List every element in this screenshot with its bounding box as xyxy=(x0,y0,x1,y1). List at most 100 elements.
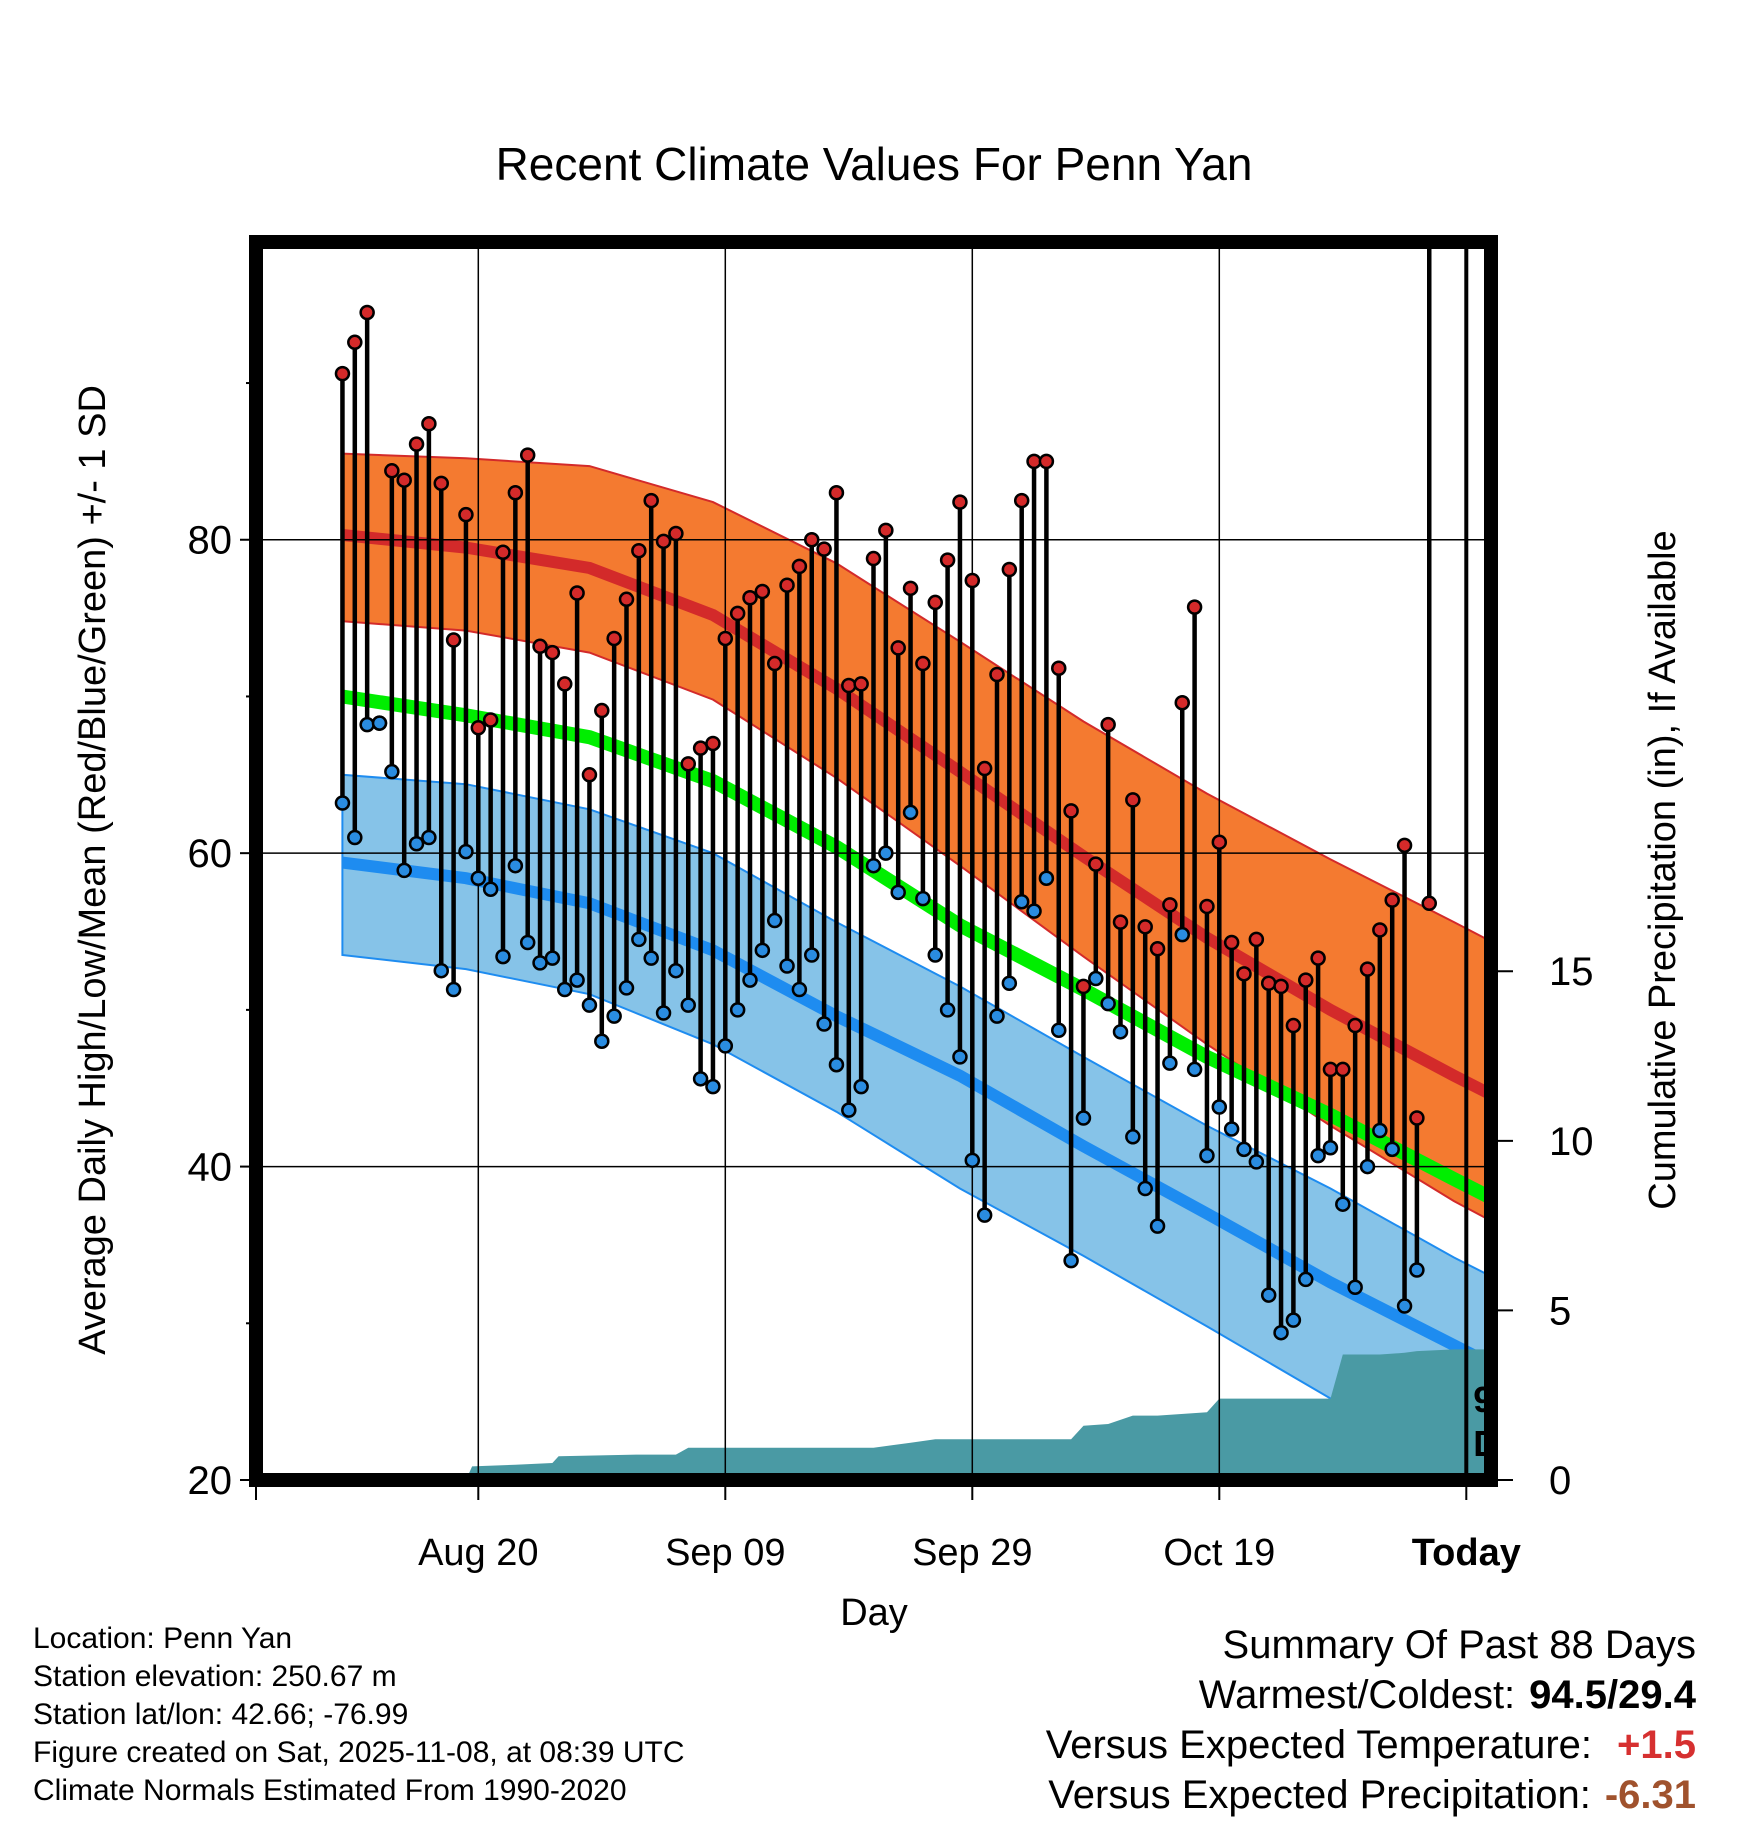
high-point xyxy=(1396,837,1413,854)
high-point xyxy=(1273,978,1289,995)
elevation-text: Station elevation: 250.67 m xyxy=(33,1660,397,1693)
summary-heading: Summary Of Past 88 Days xyxy=(1222,1623,1696,1667)
low-point xyxy=(729,1002,746,1018)
y-tick-label: 20 xyxy=(188,1459,233,1503)
low-point xyxy=(1125,1129,1141,1145)
low-point xyxy=(1285,1312,1302,1328)
high-point xyxy=(754,583,771,600)
precip-row: Versus Expected Precipitation: -6.31 xyxy=(1046,1770,1696,1820)
y-tick-label: 80 xyxy=(188,519,233,563)
high-point xyxy=(1421,895,1437,912)
low-point xyxy=(445,981,462,998)
high-point xyxy=(1125,792,1141,808)
high-point xyxy=(779,577,795,593)
low-point xyxy=(680,997,696,1013)
x-tick-label: Oct 19 xyxy=(1163,1532,1275,1574)
low-point xyxy=(1248,1154,1265,1170)
high-point xyxy=(569,585,585,601)
high-point xyxy=(594,702,610,719)
x-tick-label: Sep 29 xyxy=(912,1532,1032,1574)
low-point xyxy=(766,912,783,929)
low-point xyxy=(853,1078,869,1095)
high-point xyxy=(766,655,783,672)
high-point xyxy=(915,655,931,672)
y2-tick-label: 0 xyxy=(1549,1459,1571,1503)
low-point xyxy=(1310,1147,1326,1164)
high-point xyxy=(557,676,573,692)
high-point xyxy=(347,334,363,351)
low-point xyxy=(495,948,511,965)
low-point xyxy=(742,972,758,988)
high-point xyxy=(1174,694,1190,711)
y2-tick-label: 5 xyxy=(1549,1289,1571,1333)
high-point xyxy=(606,630,622,647)
low-point xyxy=(334,795,351,811)
low-point xyxy=(1063,1252,1079,1269)
high-point xyxy=(643,492,659,509)
high-point xyxy=(742,589,758,606)
high-point xyxy=(1347,1017,1363,1034)
high-point xyxy=(865,550,882,567)
low-point xyxy=(1396,1298,1413,1314)
low-point xyxy=(964,1152,981,1169)
low-point xyxy=(1335,1196,1351,1212)
low-point xyxy=(631,931,647,948)
high-point xyxy=(804,531,820,548)
low-point xyxy=(594,1033,610,1049)
low-point xyxy=(1384,1141,1400,1158)
window-label-2: Days xyxy=(1473,1423,1559,1464)
latlon-text: Station lat/lon: 42.66; -76.99 xyxy=(33,1698,409,1731)
high-point xyxy=(1051,660,1067,676)
low-point xyxy=(1013,893,1030,910)
high-point xyxy=(1149,941,1166,957)
high-point xyxy=(791,558,808,575)
high-point xyxy=(1298,972,1314,988)
high-point xyxy=(433,475,449,492)
high-point xyxy=(495,544,511,561)
high-point xyxy=(1075,978,1092,995)
low-point xyxy=(1162,1055,1178,1071)
high-point xyxy=(989,666,1005,683)
high-point xyxy=(1013,492,1030,509)
warm-cold-value: 94.5/29.4 xyxy=(1529,1673,1696,1717)
high-point xyxy=(631,542,647,559)
low-point xyxy=(779,958,795,974)
low-point xyxy=(359,716,375,733)
low-point xyxy=(902,804,919,821)
low-point xyxy=(557,981,573,998)
chart-title: Recent Climate Values For Penn Yan xyxy=(496,138,1253,190)
station-info: Location: Penn Yan Station elevation: 25… xyxy=(33,1620,685,1810)
high-point xyxy=(655,533,672,550)
high-point xyxy=(1384,892,1400,908)
low-point xyxy=(1223,1121,1240,1137)
y2-tick-label: 15 xyxy=(1549,950,1594,994)
high-point xyxy=(1310,950,1326,966)
temp-label: Versus Expected Temperature: xyxy=(1045,1723,1592,1767)
normals-text: Climate Normals Estimated From 1990-2020 xyxy=(33,1774,627,1807)
low-point xyxy=(668,962,684,979)
x-tick-label: Sep 09 xyxy=(665,1532,785,1574)
low-point xyxy=(371,715,388,731)
y-tick-label: 40 xyxy=(188,1146,233,1190)
high-point xyxy=(384,463,400,479)
high-point xyxy=(445,632,462,648)
low-point xyxy=(915,890,931,907)
y-tick-label: 60 xyxy=(188,832,233,876)
low-point xyxy=(544,950,561,966)
low-point xyxy=(1174,926,1190,943)
low-point xyxy=(878,845,894,861)
low-point xyxy=(976,1207,993,1223)
low-point xyxy=(482,881,499,897)
high-point xyxy=(976,760,993,777)
low-point xyxy=(1236,1141,1252,1158)
low-point xyxy=(804,947,820,963)
low-point xyxy=(532,955,548,971)
precip-area xyxy=(469,1349,1484,1473)
high-point xyxy=(1335,1061,1351,1078)
high-point xyxy=(532,638,548,655)
high-point xyxy=(1248,931,1265,948)
low-point xyxy=(1186,1061,1203,1078)
low-point xyxy=(705,1078,721,1095)
high-point xyxy=(1026,453,1042,470)
high-point xyxy=(1223,934,1240,951)
